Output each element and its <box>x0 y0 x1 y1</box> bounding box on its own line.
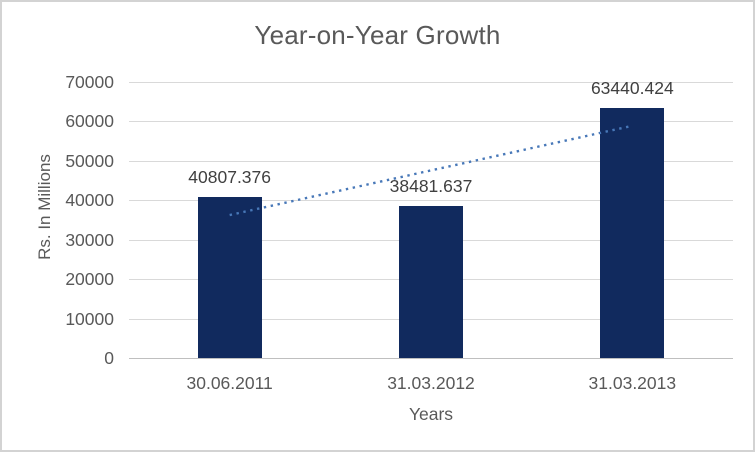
linear-trendline <box>229 124 633 217</box>
gridline <box>129 160 733 162</box>
y-tick-label: 20000 <box>65 269 114 290</box>
bar-data-label: 40807.376 <box>188 167 272 188</box>
bar-data-label: 63440.424 <box>590 77 674 98</box>
x-tick-label: 31.03.2013 <box>588 373 677 393</box>
bar <box>399 206 463 358</box>
bar <box>197 197 262 358</box>
x-tick-label: 30.06.2011 <box>186 373 273 393</box>
y-tick-label: 70000 <box>65 72 114 92</box>
y-tick-label: 60000 <box>65 111 114 132</box>
y-tick-label: 40000 <box>65 190 114 211</box>
gridline <box>129 200 733 202</box>
bar <box>600 107 665 358</box>
x-axis-title: Years <box>408 404 454 424</box>
y-tick-label: 30000 <box>65 229 114 250</box>
trendline-layer <box>229 124 633 217</box>
x-axis-line <box>129 358 733 359</box>
y-tick-label: 10000 <box>65 308 114 329</box>
chart-title: Year-on-Year Growth <box>254 20 501 50</box>
plot-area: Years 0 10000 20000 30000 40000 50000 60000 700… <box>65 72 733 424</box>
x-tick-label: 31.03.2012 <box>387 373 475 393</box>
bar-data-label: 38481.637 <box>389 176 473 197</box>
y-tick-label: 0 <box>104 348 114 368</box>
y-tick-label: 50000 <box>65 150 114 171</box>
gridline <box>129 82 733 83</box>
gridline <box>129 121 733 123</box>
